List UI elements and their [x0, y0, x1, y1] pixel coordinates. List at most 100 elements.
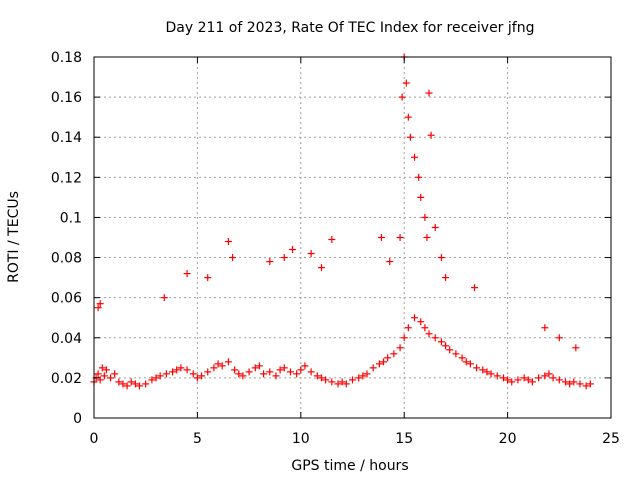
data-point: [328, 236, 336, 244]
data-point: [266, 368, 274, 376]
data-point: [293, 370, 301, 378]
data-point: [272, 372, 280, 380]
data-point: [427, 131, 435, 139]
data-point: [566, 380, 574, 388]
data-point: [280, 254, 288, 262]
data-point: [442, 342, 450, 350]
data-point: [307, 250, 315, 258]
data-point: [183, 366, 191, 374]
data-point: [286, 368, 294, 376]
data-point: [375, 360, 383, 368]
x-tick-label: 10: [292, 431, 310, 447]
data-point: [224, 238, 232, 246]
data-point: [493, 372, 501, 380]
data-point: [218, 362, 226, 370]
data-point: [183, 270, 191, 278]
data-point: [402, 79, 410, 87]
data-point: [193, 374, 201, 382]
data-point: [102, 366, 110, 374]
data-point: [142, 380, 150, 388]
data-point: [369, 364, 377, 372]
data-point: [572, 344, 580, 352]
data-point: [119, 380, 127, 388]
data-point: [431, 334, 439, 342]
data-point: [555, 376, 563, 384]
data-point: [313, 372, 321, 380]
axes: 0 0.02 0.04 0.06 0.08 0.1 0.12 0.14 0.16 0.18 0 5 10…: [51, 50, 620, 447]
plot-frame: [93, 56, 612, 419]
data-point: [173, 366, 181, 374]
data-point: [231, 366, 239, 374]
data-point: [462, 358, 470, 366]
data-point: [415, 173, 423, 181]
data-point: [437, 254, 445, 262]
y-tick-label: 0.02: [51, 371, 82, 387]
data-point: [437, 338, 445, 346]
data-point: [421, 324, 429, 332]
data-point: [204, 368, 212, 376]
data-point: [431, 223, 439, 231]
data-point: [514, 376, 522, 384]
data-point: [255, 362, 263, 370]
y-tick-label: 0.1: [60, 210, 82, 226]
data-point: [555, 334, 563, 342]
data-point: [473, 364, 481, 372]
data-point: [229, 254, 237, 262]
data-point: [111, 370, 119, 378]
data-point: [266, 258, 274, 266]
data-point: [198, 372, 206, 380]
data-point: [508, 378, 516, 386]
data-point: [334, 380, 342, 388]
data-point: [224, 358, 232, 366]
data-point: [127, 378, 135, 386]
data-point: [342, 380, 350, 388]
x-tick-label: 15: [395, 431, 413, 447]
data-point: [349, 376, 356, 384]
data-point: [94, 370, 102, 378]
data-point: [204, 274, 212, 282]
y-tick-label: 0.12: [51, 170, 82, 186]
data-point: [417, 318, 425, 326]
data-point: [390, 350, 398, 358]
data-point: [404, 324, 412, 332]
data-point: [452, 350, 460, 358]
data-point: [355, 374, 363, 382]
data-point: [411, 314, 419, 322]
data-point: [96, 300, 104, 308]
data-point: [131, 380, 139, 388]
data-point: [177, 364, 185, 372]
data-point: [94, 304, 102, 312]
data-point: [466, 360, 474, 368]
data-point: [562, 378, 570, 386]
grid: [94, 57, 611, 418]
data-point: [545, 370, 553, 378]
data-point: [400, 334, 408, 342]
data-point: [520, 374, 528, 382]
data-point: [458, 354, 466, 362]
data-point: [384, 354, 392, 362]
data-point: [162, 370, 170, 378]
data-point: [156, 372, 164, 380]
data-point: [96, 376, 104, 384]
data-point: [386, 258, 394, 266]
data-point: [483, 368, 491, 376]
data-point: [528, 378, 536, 386]
data-point: [576, 380, 584, 388]
data-point: [586, 380, 594, 388]
data-point: [210, 364, 218, 372]
data-point: [504, 376, 512, 384]
data-point: [307, 368, 315, 376]
data-point: [423, 234, 431, 241]
data-point: [421, 213, 429, 221]
data-point: [446, 346, 454, 354]
data-point: [189, 370, 197, 378]
data-point: [338, 378, 346, 386]
data-point: [251, 364, 259, 372]
data-point: [487, 370, 495, 378]
data-point: [570, 378, 578, 386]
data-point: [160, 294, 168, 302]
data-point: [135, 382, 143, 390]
data-point: [239, 372, 247, 380]
